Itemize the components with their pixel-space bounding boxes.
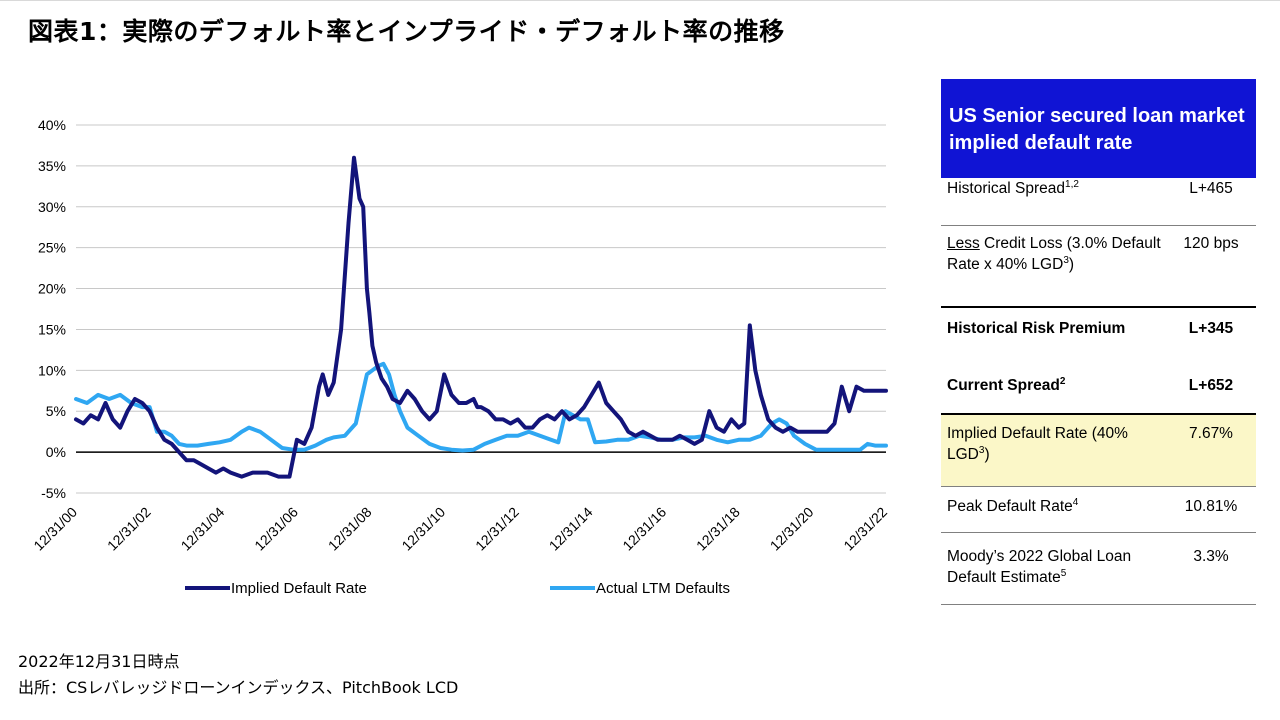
current-spread-value: L+652 (1188, 377, 1234, 394)
implied-default-rate-line (74, 155, 888, 479)
implied-default-panel: US Senior secured loan market implied de… (941, 79, 1256, 605)
row-current-spread: Current Spread2 L+652 (941, 365, 1256, 413)
x-tick-label: 12/31/18 (693, 504, 743, 554)
credit-loss-label-less: Less (947, 235, 980, 252)
moodys-value: 3.3% (1193, 548, 1229, 565)
x-tick-label: 12/31/12 (472, 504, 522, 554)
y-tick-label: 15% (38, 321, 66, 337)
y-tick-label: 20% (38, 281, 66, 297)
credit-loss-label-end: ) (1068, 256, 1075, 273)
x-tick-label: 12/31/10 (398, 504, 448, 554)
row-implied-default: Implied Default Rate (40% LGD3) 7.67% (941, 413, 1256, 486)
x-tick-label: 12/31/14 (546, 504, 596, 554)
page-title: 図表1：実際のデフォルト率とインプライド・デフォルト率の推移 (28, 17, 785, 46)
line-chart: 40% 35% 30% 25% 20% 15% 10% 5% 0% -5% 12/31/00 12/3… (30, 117, 890, 597)
row-historical-spread: Historical Spread1,2 L+465 (941, 178, 1256, 225)
row-credit-loss: Less Credit Loss (3.0% Default Rate x 40… (941, 225, 1256, 306)
peak-default-value: 10.81% (1184, 498, 1238, 515)
risk-premium-value: L+345 (1188, 320, 1234, 337)
y-tick-label: 25% (38, 240, 66, 256)
moodys-label: Moody’s 2022 Global Loan Default Estimat… (947, 548, 1132, 586)
implied-default-label-end: ) (984, 446, 990, 463)
top-rule (0, 0, 1280, 1)
x-tick-label: 12/31/08 (325, 504, 375, 554)
legend-label: Implied Default Rate (231, 580, 367, 597)
x-tick-label: 12/31/00 (30, 504, 80, 554)
row-peak-default: Peak Default Rate4 10.81% (941, 486, 1256, 532)
y-tick-label: 5% (46, 403, 66, 419)
x-tick-label: 12/31/16 (619, 504, 669, 554)
y-tick-label: 0% (46, 444, 66, 460)
x-tick-label: 12/31/04 (178, 504, 228, 554)
x-tick-label: 12/31/22 (840, 504, 890, 554)
historical-spread-sup: 1,2 (1065, 178, 1079, 190)
actual-ltm-defaults-line (74, 361, 888, 453)
implied-default-sup: 3 (978, 444, 985, 456)
as-of-date-note: 2022年12月31日時点 (18, 652, 180, 671)
implied-default-value: 7.67% (1189, 425, 1233, 442)
current-spread-label: Current Spread (947, 377, 1060, 394)
historical-spread-label: Historical Spread (947, 180, 1066, 197)
peak-default-sup: 4 (1072, 496, 1079, 508)
peak-default-label: Peak Default Rate (947, 498, 1073, 515)
x-tick-label: 12/31/02 (104, 504, 154, 554)
panel-header: US Senior secured loan market implied de… (941, 79, 1256, 178)
x-tick-label: 12/31/06 (251, 504, 301, 554)
credit-loss-value: 120 bps (1183, 235, 1239, 252)
moodys-sup: 5 (1060, 567, 1067, 579)
row-risk-premium: Historical Risk Premium L+345 (941, 306, 1256, 365)
x-tick-label: 12/31/20 (767, 504, 817, 554)
source-note: 出所：CSレバレッジドローンインデックス、PitchBook LCD (18, 678, 459, 697)
historical-spread-value: L+465 (1189, 180, 1233, 197)
y-tick-label: 30% (38, 199, 66, 215)
legend-label: Actual LTM Defaults (596, 580, 730, 597)
credit-loss-label: Credit Loss (3.0% Default Rate x 40% LGD (947, 235, 1161, 273)
credit-loss-sup: 3 (1063, 254, 1069, 266)
y-tick-label: 35% (38, 158, 66, 174)
implied-default-label: Implied Default Rate (40% LGD (947, 425, 1128, 463)
risk-premium-label: Historical Risk Premium (947, 320, 1126, 337)
row-moodys: Moody’s 2022 Global Loan Default Estimat… (941, 532, 1256, 605)
y-tick-label: -5% (41, 485, 66, 501)
y-tick-label: 10% (38, 362, 66, 378)
current-spread-sup: 2 (1059, 375, 1066, 387)
y-tick-label: 40% (38, 117, 66, 133)
